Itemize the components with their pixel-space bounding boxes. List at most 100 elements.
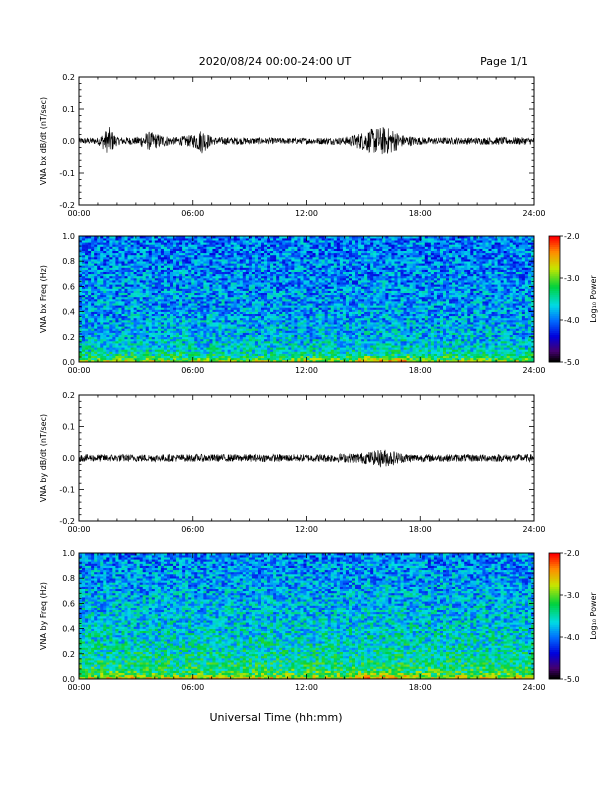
heatmap-cell: [185, 324, 189, 327]
heatmap-cell: [139, 343, 143, 346]
heatmap-cell: [85, 309, 89, 312]
heatmap-cell: [288, 269, 292, 272]
heatmap-cell: [209, 244, 213, 247]
heatmap-cell: [151, 242, 156, 245]
heatmap-cell: [160, 269, 165, 272]
heatmap-cell: [85, 246, 89, 249]
heatmap-cell: [279, 278, 283, 281]
heatmap-cell: [270, 336, 274, 340]
heatmap-cell: [306, 254, 310, 258]
heatmap-cell: [142, 359, 147, 363]
heatmap-cell: [206, 326, 210, 329]
heatmap-cell: [124, 275, 128, 279]
heatmap-cell: [112, 296, 116, 300]
heatmap-cell: [112, 240, 116, 243]
heatmap-cell: [218, 284, 222, 287]
heatmap-cell: [200, 286, 204, 289]
heatmap-cell: [103, 332, 107, 335]
heatmap-cell: [188, 351, 192, 354]
heatmap-cell: [242, 259, 247, 262]
heatmap-cell: [136, 301, 140, 304]
heatmap-cell: [309, 294, 313, 298]
heatmap-cell: [321, 359, 325, 363]
heatmap-cell: [106, 252, 110, 256]
heatmap-cell: [97, 246, 101, 249]
heatmap-cell: [173, 280, 177, 283]
heatmap-cell: [306, 278, 310, 281]
heatmap-cell: [203, 242, 207, 245]
heatmap-cell: [303, 311, 307, 314]
heatmap-cell: [133, 236, 137, 239]
heatmap-cell: [182, 317, 186, 321]
heatmap-cell: [242, 349, 247, 352]
heatmap-cell: [166, 343, 171, 346]
heatmap-cell: [279, 324, 283, 327]
heatmap-cell: [230, 252, 234, 256]
heatmap-cell: [264, 248, 268, 251]
heatmap-cell: [224, 299, 228, 302]
heatmap-cell: [233, 313, 238, 317]
heatmap-cell: [273, 280, 277, 283]
heatmap-cell: [257, 265, 262, 268]
heatmap-cell: [82, 341, 86, 344]
heatmap-cell: [218, 248, 222, 251]
heatmap-cell: [218, 301, 222, 304]
heatmap-cell: [227, 347, 231, 350]
heatmap-cell: [163, 345, 168, 348]
heatmap-cell: [318, 284, 322, 287]
heatmap-cell: [197, 309, 201, 312]
heatmap-cell: [315, 275, 319, 279]
heatmap-cell: [261, 349, 265, 352]
heatmap-cell: [257, 275, 262, 279]
heatmap-cell: [300, 252, 304, 256]
heatmap-cell: [197, 311, 201, 314]
heatmap-cell: [294, 322, 298, 325]
heatmap-cell: [82, 328, 86, 331]
heatmap-cell: [285, 250, 289, 254]
heatmap-cell: [303, 238, 307, 241]
heatmap-cell: [157, 290, 162, 293]
heatmap-cell: [254, 343, 259, 346]
heatmap-cell: [267, 238, 271, 241]
heatmap-cell: [109, 317, 113, 321]
heatmap-cell: [306, 252, 310, 256]
heatmap-cell: [254, 341, 259, 344]
heatmap-cell: [188, 357, 192, 361]
heatmap-cell: [79, 236, 83, 239]
heatmap-cell: [188, 294, 192, 298]
heatmap-cell: [291, 236, 295, 239]
heatmap-cell: [300, 307, 304, 310]
heatmap-cell: [118, 254, 122, 258]
heatmap-cell: [257, 273, 262, 277]
heatmap-cell: [227, 254, 231, 258]
heatmap-cell: [115, 357, 119, 361]
heatmap-cell: [218, 265, 222, 268]
heatmap-cell: [267, 288, 271, 291]
heatmap-cell: [294, 286, 298, 289]
heatmap-cell: [94, 280, 98, 283]
heatmap-cell: [106, 259, 110, 262]
heatmap-cell: [130, 349, 134, 352]
heatmap-cell: [200, 280, 204, 283]
heatmap-cell: [242, 330, 247, 333]
heatmap-cell: [148, 286, 153, 289]
spectrogram-cells: [79, 236, 535, 363]
heatmap-cell: [279, 284, 283, 287]
heatmap-cell: [82, 305, 86, 308]
heatmap-cell: [248, 353, 253, 356]
heatmap-cell: [82, 320, 86, 323]
heatmap-cell: [100, 286, 104, 289]
heatmap-cell: [257, 313, 262, 317]
heatmap-cell: [318, 257, 322, 260]
heatmap-cell: [100, 320, 104, 323]
heatmap-cell: [97, 238, 101, 241]
heatmap-cell: [185, 257, 189, 260]
heatmap-cell: [179, 292, 183, 296]
heatmap-cell: [200, 305, 204, 308]
heatmap-cell: [173, 326, 177, 329]
heatmap-cell: [127, 357, 131, 361]
heatmap-cell: [236, 357, 241, 361]
heatmap-cell: [209, 269, 213, 272]
heatmap-cell: [230, 345, 234, 348]
heatmap-cell: [176, 282, 180, 285]
